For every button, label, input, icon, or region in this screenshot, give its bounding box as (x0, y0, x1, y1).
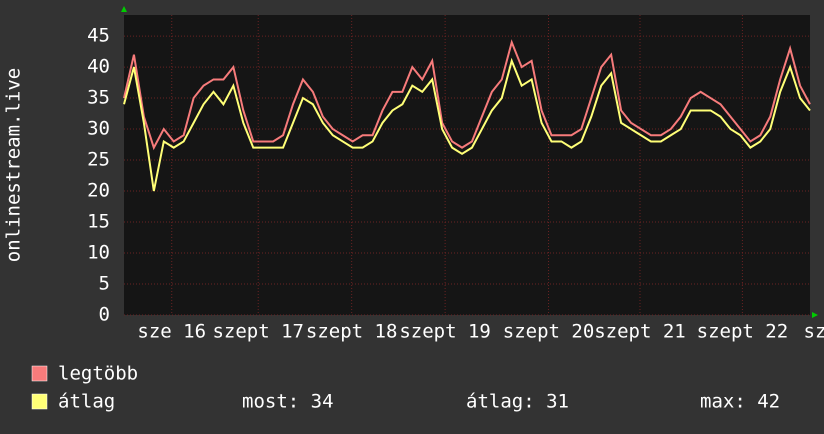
legend-swatch (31, 365, 48, 382)
y-tick-label: 35 (87, 87, 110, 109)
legend-label: legtöbb (58, 363, 138, 385)
legend-stat: most: 34 (242, 391, 334, 413)
y-tick-label: 25 (87, 149, 110, 171)
series-line (123, 39, 811, 151)
x-tick-label: sze 16 (137, 321, 206, 343)
legend-stat: átlag: 31 (466, 391, 569, 413)
x-tick-label: szept 17 (212, 321, 304, 343)
legend-swatch (31, 393, 48, 410)
y-axis-label: onlinestream.live (3, 68, 25, 262)
legend-label: átlag (58, 391, 115, 413)
x-tick-label: szept 20 (503, 321, 595, 343)
x-tick-label: szept 18 (306, 321, 398, 343)
y-tick-label: 10 (87, 242, 110, 264)
x-tick-label: szept 22 (697, 321, 789, 343)
y-tick-label: 0 (99, 304, 110, 326)
y-tick-label: 5 (99, 273, 110, 295)
x-tick-label: szept 21 (594, 321, 686, 343)
axis-arrow (121, 6, 127, 12)
y-tick-label: 15 (87, 211, 110, 233)
axis-arrow (812, 312, 818, 318)
x-tick-label: sz (804, 321, 824, 343)
plot-area (124, 15, 810, 315)
y-tick-label: 30 (87, 118, 110, 140)
x-tick-label: szept 19 (399, 321, 491, 343)
y-tick-label: 45 (87, 25, 110, 47)
y-tick-label: 20 (87, 180, 110, 202)
legend-stat: max: 42 (700, 391, 780, 413)
series-line (123, 57, 811, 192)
y-tick-label: 40 (87, 56, 110, 78)
